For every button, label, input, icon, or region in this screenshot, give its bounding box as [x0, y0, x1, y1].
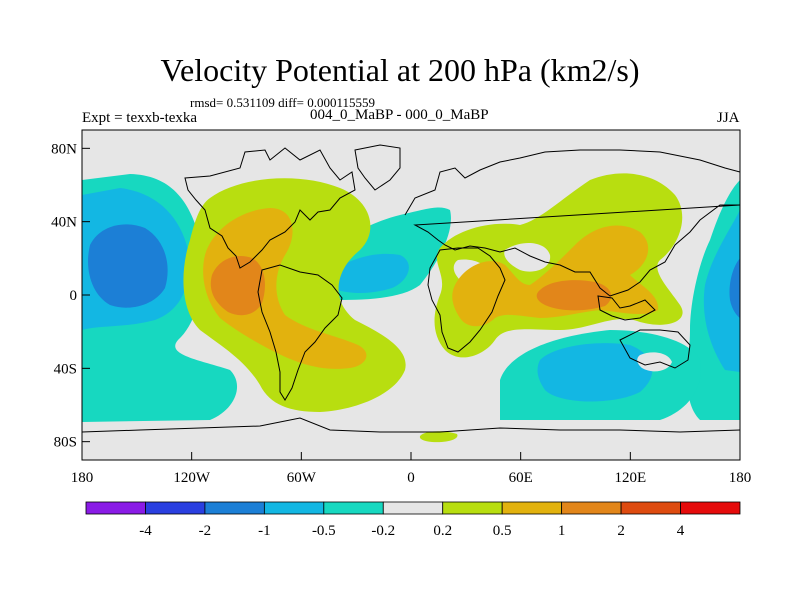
colorbar-level-label: -0.2: [371, 523, 395, 539]
contour-fill-green-antarctic-blob: [419, 431, 458, 443]
colorbar-level-label: 2: [617, 523, 625, 539]
contour-fill-darkorange-americas: [210, 255, 265, 316]
y-tick-label: 40N: [51, 215, 77, 231]
y-tick-label: 80N: [51, 141, 77, 157]
colorbar-level-label: -4: [139, 523, 152, 539]
colorbar-swatch: [85, 501, 146, 515]
colorbar-level-label: -1: [258, 523, 271, 539]
colorbar: -4 -2 -1 -0.5 -0.2 0.2 0.5 1 2 4: [85, 501, 741, 539]
colorbar-level-label: 0.5: [493, 523, 512, 539]
contour-fill-grey-gap-arabia: [504, 243, 551, 272]
contour-fill-blue-pacific-east: [703, 210, 740, 372]
x-tick-label: 180: [729, 470, 752, 486]
colorbar-level-label: -2: [199, 523, 212, 539]
colorbar-level-label: -0.5: [312, 523, 336, 539]
plot-area: [82, 130, 740, 460]
contour-fill-darkblue-pacific-east: [729, 258, 740, 318]
coastline-greenland: [354, 144, 401, 191]
colorbar-swatch: [561, 501, 622, 515]
coastline-maritime-continent: [597, 295, 656, 321]
y-tick-label: 40S: [54, 361, 77, 377]
colorbar-swatch: [382, 501, 444, 515]
colorbar-level-label: 1: [558, 523, 566, 539]
x-tick-label: 60E: [509, 470, 533, 486]
contour-fill-grey-gap-indochina: [637, 352, 672, 372]
experiment-label: Expt = texxb-texka: [82, 110, 198, 126]
season-label: JJA: [717, 110, 740, 126]
colorbar-swatch: [204, 501, 265, 515]
colorbar-swatch: [620, 501, 681, 515]
x-tick-label: 120E: [614, 470, 646, 486]
coastline-south-america: [257, 264, 343, 401]
coastline-europe-asia: [404, 149, 740, 297]
x-tick-label: 180: [71, 470, 94, 486]
y-tick-label: 80S: [54, 435, 77, 451]
axes: 180 120W 60W 0 60E 120E 180 80N 40N 0 40S 80S: [51, 141, 751, 486]
contour-fill-orange-americas: [203, 208, 367, 369]
coastlines: [82, 144, 740, 433]
contour-fill-blue-south-indian: [537, 343, 653, 402]
colorbar-swatch: [501, 501, 563, 515]
contour-fill-blue-atlantic: [320, 253, 409, 293]
colorbar-swatch: [442, 501, 503, 515]
colorbar-swatch: [145, 501, 206, 515]
colorbar-swatch: [680, 501, 741, 515]
rmsd-diff-stats: rmsd= 0.531109 diff= 0.000115559: [190, 95, 375, 110]
x-tick-label: 120W: [173, 470, 211, 486]
contour-fill-darkorange-indian: [536, 280, 612, 311]
coastline-north-america: [184, 147, 356, 269]
x-tick-label: 60W: [287, 470, 317, 486]
x-tick-label: 0: [407, 470, 415, 486]
chart-title: Velocity Potential at 200 hPa (km2/s): [160, 52, 640, 88]
comparison-subtitle: 004_0_MaBP - 000_0_MaBP: [310, 107, 489, 123]
colorbar-level-label: 0.2: [433, 523, 452, 539]
colorbar-level-label: 4: [677, 523, 685, 539]
y-tick-label: 0: [70, 288, 78, 304]
contour-fill-darkblue-pacific-west: [88, 224, 168, 308]
colorbar-swatch: [263, 501, 325, 515]
colorbar-swatch: [323, 501, 384, 515]
coastline-antarctica: [82, 417, 740, 433]
coastline-africa: [427, 247, 506, 353]
coastline-australia: [619, 329, 691, 369]
